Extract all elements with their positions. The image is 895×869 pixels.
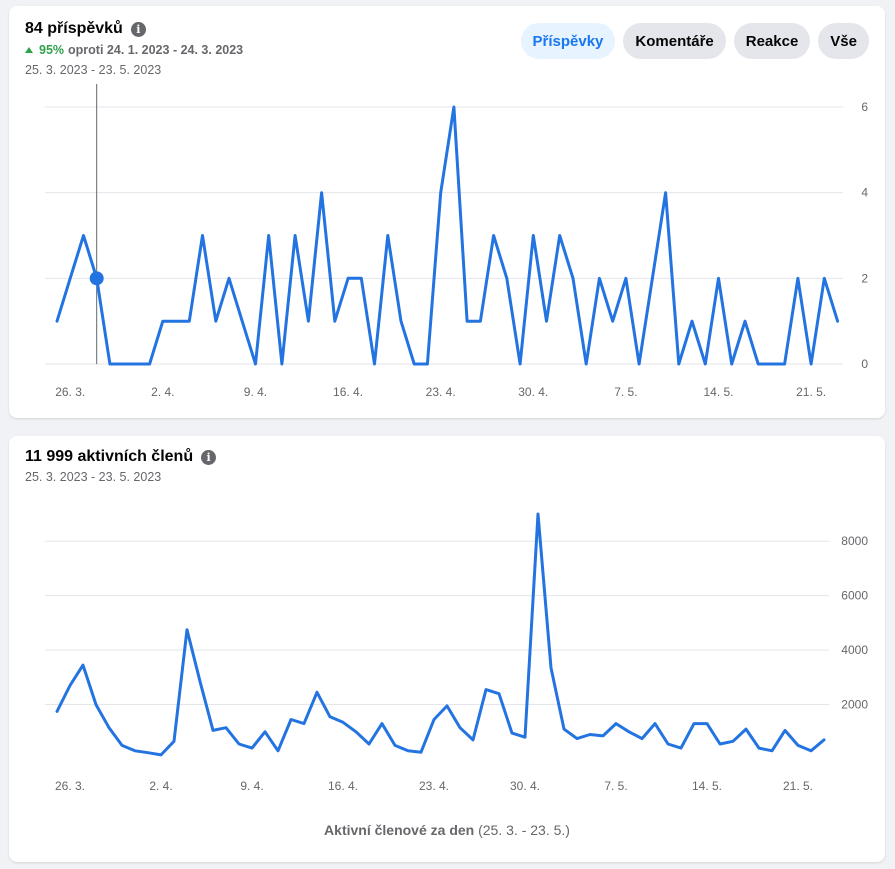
- x-tick-label: 23. 4.: [419, 779, 449, 793]
- x-tick-label: 2. 4.: [151, 385, 174, 399]
- x-tick-label: 26. 3.: [55, 385, 85, 399]
- posts-line-chart[interactable]: 0 2 4 6 26. 3. 2. 4. 9. 4. 16. 4. 23. 4. 30. 4. 7.…: [9, 6, 885, 418]
- tab-reactions[interactable]: Reakce: [733, 23, 811, 59]
- y-tick-label: 6000: [841, 589, 868, 603]
- tab-all[interactable]: Vše: [818, 23, 869, 59]
- caption-label: Aktivní členové za den: [324, 822, 475, 838]
- members-card: 11 999 aktivních členů i 25. 3. 2023 - 2…: [9, 436, 885, 862]
- y-tick-label: 2000: [841, 698, 868, 712]
- x-tick-label: 14. 5.: [703, 385, 733, 399]
- y-tick-label: 4: [861, 186, 868, 200]
- trend-up-icon: [25, 46, 33, 53]
- series-line: [55, 512, 826, 757]
- chart-caption: Aktivní členové za den (25. 3. - 23. 5.): [9, 822, 885, 838]
- x-tick-label: 23. 4.: [426, 385, 456, 399]
- x-tick-label: 7. 5.: [614, 385, 637, 399]
- x-tick-label: 14. 5.: [692, 779, 722, 793]
- posts-title: 84 příspěvků: [25, 20, 123, 37]
- posts-comparison: 95% oproti 24. 1. 2023 - 24. 3. 2023: [25, 43, 243, 57]
- members-line-chart[interactable]: 2000 4000 6000 8000 26. 3. 2. 4. 9. 4. 16. 4. 23…: [9, 436, 885, 862]
- members-title: 11 999 aktivních členů: [25, 448, 194, 465]
- highlighted-point[interactable]: [89, 271, 104, 286]
- caption-range: (25. 3. - 23. 5.): [478, 822, 570, 838]
- metric-tabs: Příspěvky Komentáře Reakce Vše: [520, 23, 869, 59]
- y-tick-label: 2: [861, 271, 868, 285]
- x-tick-label: 16. 4.: [333, 385, 363, 399]
- y-tick-label: 4000: [841, 643, 868, 657]
- x-tick-label: 26. 3.: [55, 779, 85, 793]
- members-date-range: 25. 3. 2023 - 23. 5. 2023: [25, 470, 162, 484]
- x-tick-label: 7. 5.: [604, 779, 627, 793]
- posts-title-row: 84 příspěvků i: [25, 20, 146, 38]
- tab-posts[interactable]: Příspěvky: [520, 23, 616, 59]
- y-tick-label: 8000: [841, 534, 868, 548]
- x-tick-label: 16. 4.: [328, 779, 358, 793]
- series-line: [55, 105, 840, 366]
- x-tick-label: 9. 4.: [240, 779, 263, 793]
- x-tick-label: 21. 5.: [783, 779, 813, 793]
- info-icon[interactable]: i: [130, 21, 146, 37]
- x-tick-label: 30. 4.: [518, 385, 548, 399]
- x-tick-label: 9. 4.: [244, 385, 267, 399]
- x-tick-label: 2. 4.: [149, 779, 172, 793]
- x-tick-label: 30. 4.: [510, 779, 540, 793]
- tab-comments[interactable]: Komentáře: [623, 23, 726, 59]
- info-icon[interactable]: i: [201, 449, 217, 465]
- comparison-range: oproti 24. 1. 2023 - 24. 3. 2023: [68, 43, 244, 57]
- members-title-row: 11 999 aktivních členů i: [25, 448, 217, 466]
- y-tick-label: 0: [861, 357, 868, 371]
- posts-card: 84 příspěvků i 95% oproti 24. 1. 2023 - …: [9, 6, 885, 418]
- y-tick-label: 6: [861, 100, 868, 114]
- change-percent: 95%: [39, 43, 65, 57]
- x-tick-label: 21. 5.: [796, 385, 826, 399]
- posts-date-range: 25. 3. 2023 - 23. 5. 2023: [25, 63, 162, 77]
